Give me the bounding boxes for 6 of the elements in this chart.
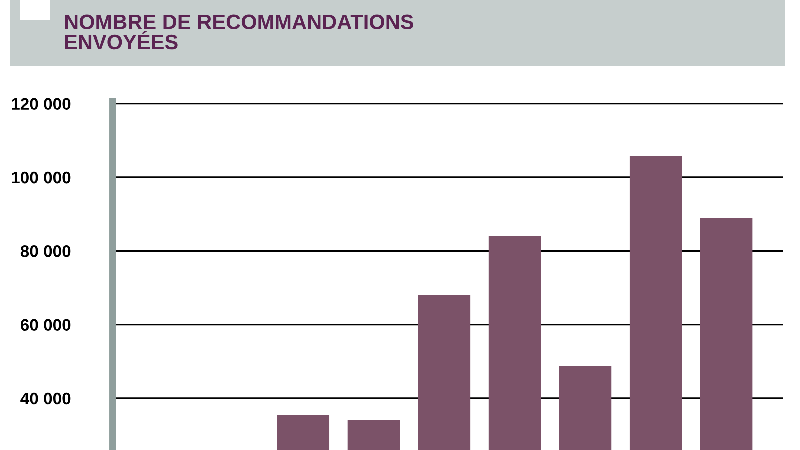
y-tick-label: 60 000 — [20, 319, 71, 331]
y-tick-label: 100 000 — [12, 172, 71, 184]
y-tick-label: 120 000 — [12, 98, 71, 110]
chart-title: NOMBRE DE RECOMMANDATIONS ENVOYÉES — [65, 14, 414, 50]
y-tick-label: 40 000 — [20, 392, 71, 405]
y-tick-label: 80 000 — [20, 246, 71, 258]
